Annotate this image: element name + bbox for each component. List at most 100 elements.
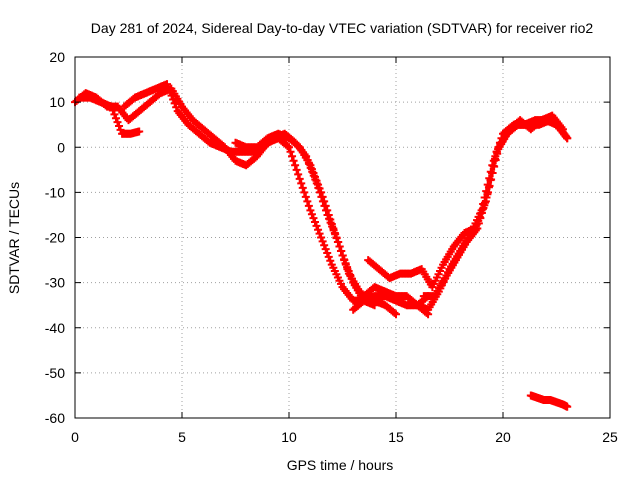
data-point — [324, 252, 333, 261]
data-point — [482, 193, 491, 202]
data-point — [487, 175, 496, 184]
data-point — [166, 87, 175, 96]
data-point — [320, 241, 329, 250]
data-point — [333, 238, 342, 247]
axis-ticks: 0 5 10 15 20 25 -60 -50 -40 -30 -20 -10 0 10 20 — [45, 49, 618, 445]
data-point — [390, 308, 399, 317]
data-point — [336, 247, 345, 256]
data-point — [115, 121, 124, 130]
data-point — [488, 169, 497, 178]
data-point — [330, 228, 339, 237]
data-point — [318, 192, 327, 201]
y-tick-label: -50 — [45, 365, 65, 381]
data-point — [309, 214, 318, 223]
series-track-g — [364, 116, 572, 292]
data-point — [169, 95, 178, 104]
data-point — [317, 188, 326, 197]
data-point — [307, 210, 316, 219]
data-point — [323, 206, 332, 215]
data-point — [341, 259, 350, 268]
data-point — [485, 181, 494, 190]
data-point — [309, 169, 318, 178]
data-point — [110, 110, 119, 119]
y-tick-label: -20 — [45, 230, 65, 246]
data-point — [288, 152, 297, 161]
data-point — [340, 255, 349, 264]
data-point — [300, 188, 309, 197]
data-point — [327, 219, 336, 228]
data-point — [307, 165, 316, 174]
data-point — [346, 270, 355, 279]
data-point — [315, 184, 324, 193]
data-point — [292, 165, 301, 174]
data-point — [344, 267, 353, 276]
data-point — [318, 237, 327, 246]
chart-title: Day 281 of 2024, Sidereal Day-to-day VTE… — [91, 20, 594, 36]
data-point — [343, 263, 352, 272]
data-point — [113, 118, 122, 127]
data-point — [303, 197, 312, 206]
data-point — [491, 156, 500, 165]
data-point — [476, 214, 485, 223]
x-tick-label: 0 — [71, 429, 79, 445]
y-tick-label: -30 — [45, 275, 65, 291]
data-point — [563, 134, 572, 143]
data-point — [111, 114, 120, 123]
y-tick-label: 10 — [49, 94, 65, 110]
data-point — [291, 161, 300, 170]
data-point — [310, 218, 319, 227]
data-point — [306, 206, 315, 215]
data-point — [326, 215, 335, 224]
data-point — [301, 192, 310, 201]
data-point — [493, 149, 502, 158]
data-point — [335, 242, 344, 251]
x-tick-label: 15 — [388, 429, 404, 445]
data-point — [484, 188, 493, 197]
data-point — [324, 210, 333, 219]
data-point — [172, 103, 181, 112]
data-point — [135, 127, 144, 136]
data-point — [332, 233, 341, 242]
data-point — [295, 174, 304, 183]
data-point — [474, 219, 483, 228]
data-point — [294, 170, 303, 179]
data-point — [312, 176, 321, 185]
data-point — [326, 256, 335, 265]
data-point — [480, 198, 489, 207]
data-point — [563, 402, 572, 411]
y-axis-title: SDTVAR / TECUs — [6, 182, 22, 294]
data-point — [315, 229, 324, 238]
data-point — [317, 233, 326, 242]
series-track-j — [526, 391, 572, 411]
x-tick-label: 10 — [281, 429, 297, 445]
x-tick-label: 5 — [178, 429, 186, 445]
data-point — [167, 91, 176, 100]
data-point — [490, 162, 499, 171]
data-point — [473, 224, 482, 233]
y-tick-label: -60 — [45, 410, 65, 426]
series-track-b — [75, 93, 144, 138]
data-point — [289, 156, 298, 165]
data-point — [312, 221, 321, 230]
data-point — [283, 141, 292, 150]
data-point — [314, 180, 323, 189]
data-point — [329, 224, 338, 233]
series-track-i — [419, 111, 567, 301]
data-point — [163, 80, 172, 89]
x-tick-label: 20 — [495, 429, 511, 445]
data-point — [297, 179, 306, 188]
data-points — [71, 80, 572, 411]
y-tick-label: -40 — [45, 320, 65, 336]
data-point — [107, 102, 116, 111]
data-point — [286, 147, 295, 156]
data-point — [479, 203, 488, 212]
data-point — [298, 183, 307, 192]
data-point — [306, 161, 315, 170]
x-axis-title: GPS time / hours — [287, 457, 394, 473]
data-point — [323, 248, 332, 257]
data-point — [170, 99, 179, 108]
data-point — [320, 197, 329, 206]
data-point — [314, 225, 323, 234]
y-tick-label: 20 — [49, 49, 65, 65]
grid-lines — [75, 57, 610, 418]
